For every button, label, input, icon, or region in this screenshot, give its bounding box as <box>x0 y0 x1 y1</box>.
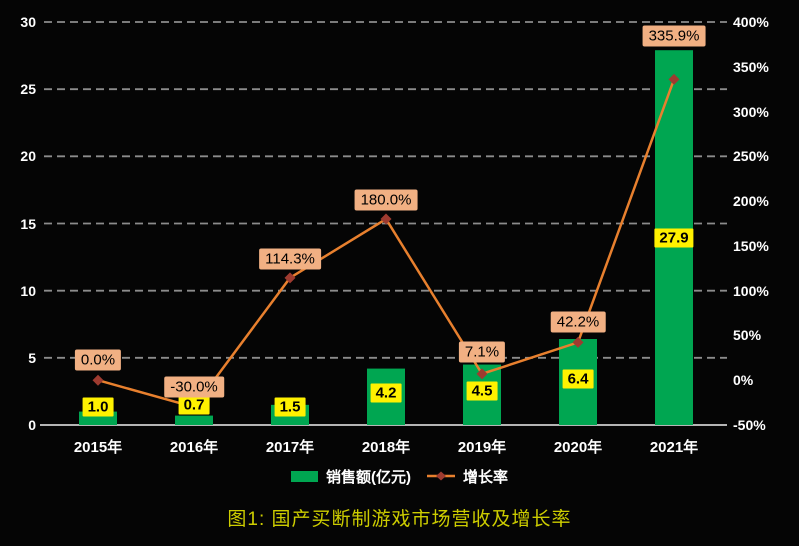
growth-marker-2015年 <box>92 374 104 386</box>
legend-label-sales: 销售额(亿元) <box>325 468 411 486</box>
legend-bar-swatch-icon <box>290 470 318 482</box>
legend: 销售额(亿元) 增长率 <box>0 466 799 486</box>
legend-line-swatch-icon <box>426 471 455 481</box>
bar-2016年 <box>175 415 213 425</box>
bar-2017年 <box>271 404 309 425</box>
chart-caption: 图1: 国产买断制游戏市场营收及增长率 <box>227 509 572 530</box>
growth-marker-2017年 <box>284 272 296 284</box>
bar-2015年 <box>79 411 117 425</box>
bar-2021年 <box>655 50 693 426</box>
growth-marker-2018年 <box>380 213 392 225</box>
growth-marker-2020年 <box>572 336 584 348</box>
growth-marker-2019年 <box>476 368 488 380</box>
bar-2020年 <box>559 339 597 425</box>
growth-marker-2021年 <box>668 73 680 85</box>
bar-2018年 <box>367 368 405 425</box>
legend-label-growth: 增长率 <box>462 468 508 486</box>
